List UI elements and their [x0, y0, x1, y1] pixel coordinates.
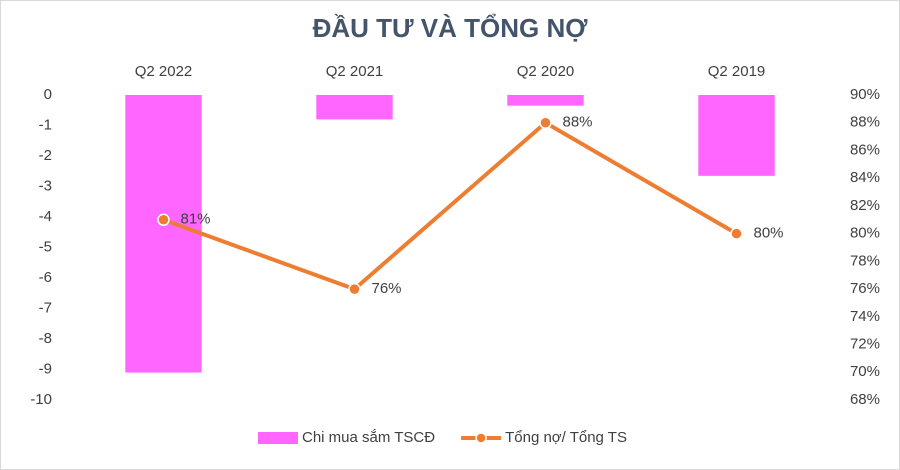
- y2-tick-label: 80%: [850, 225, 880, 242]
- marker: [348, 282, 361, 296]
- legend-marker: [475, 432, 487, 444]
- y2-tick-label: 90%: [850, 86, 880, 103]
- y-tick-label: -3: [39, 177, 52, 194]
- data-label: 80%: [754, 225, 784, 242]
- line: [162, 120, 738, 292]
- y-tick-label: -1: [39, 116, 52, 133]
- y-tick-label: -10: [30, 391, 52, 408]
- data-label: 81%: [181, 211, 211, 228]
- x-tick-label: Q2 2019: [708, 63, 766, 80]
- y2-tick-label: 88%: [850, 114, 880, 131]
- bar: [507, 95, 584, 106]
- y2-tick-label: 76%: [850, 280, 880, 297]
- y-tick-label: -9: [39, 360, 52, 377]
- y2-tick-label: 74%: [850, 308, 880, 325]
- y2-tick-label: 84%: [850, 169, 880, 186]
- y-tick-label: 0: [44, 86, 52, 103]
- y2-tick-label: 70%: [850, 363, 880, 380]
- bar: [698, 95, 775, 176]
- chart-title: ĐẦU TƯ VÀ TỔNG NỢ: [313, 13, 589, 43]
- y2-tick-label: 78%: [850, 252, 880, 269]
- marker: [539, 116, 552, 129]
- y2-tick-label: 82%: [850, 197, 880, 214]
- data-label: 76%: [372, 280, 402, 297]
- y-tick-label: -7: [39, 299, 52, 316]
- y2-tick-label: 68%: [850, 391, 880, 408]
- legend-label: Chi mua sắm TSCĐ: [302, 429, 435, 446]
- y-tick-label: -5: [39, 238, 52, 255]
- legend-swatch: [258, 432, 298, 444]
- bar: [125, 95, 202, 373]
- marker: [730, 227, 743, 240]
- x-tick-label: Q2 2021: [326, 63, 384, 80]
- y-tick-label: -4: [39, 208, 52, 225]
- y2-tick-label: 86%: [850, 141, 880, 158]
- x-tick-label: Q2 2020: [517, 63, 575, 80]
- bar: [316, 95, 393, 120]
- y-tick-label: -8: [39, 330, 52, 347]
- y2-tick-label: 72%: [850, 336, 880, 353]
- y-tick-label: -6: [39, 269, 52, 286]
- x-tick-label: Q2 2022: [135, 63, 193, 80]
- marker: [157, 213, 170, 227]
- legend-label: Tổng nợ/ Tổng TS: [505, 429, 627, 446]
- data-label: 88%: [563, 114, 593, 131]
- y-tick-label: -2: [39, 147, 52, 164]
